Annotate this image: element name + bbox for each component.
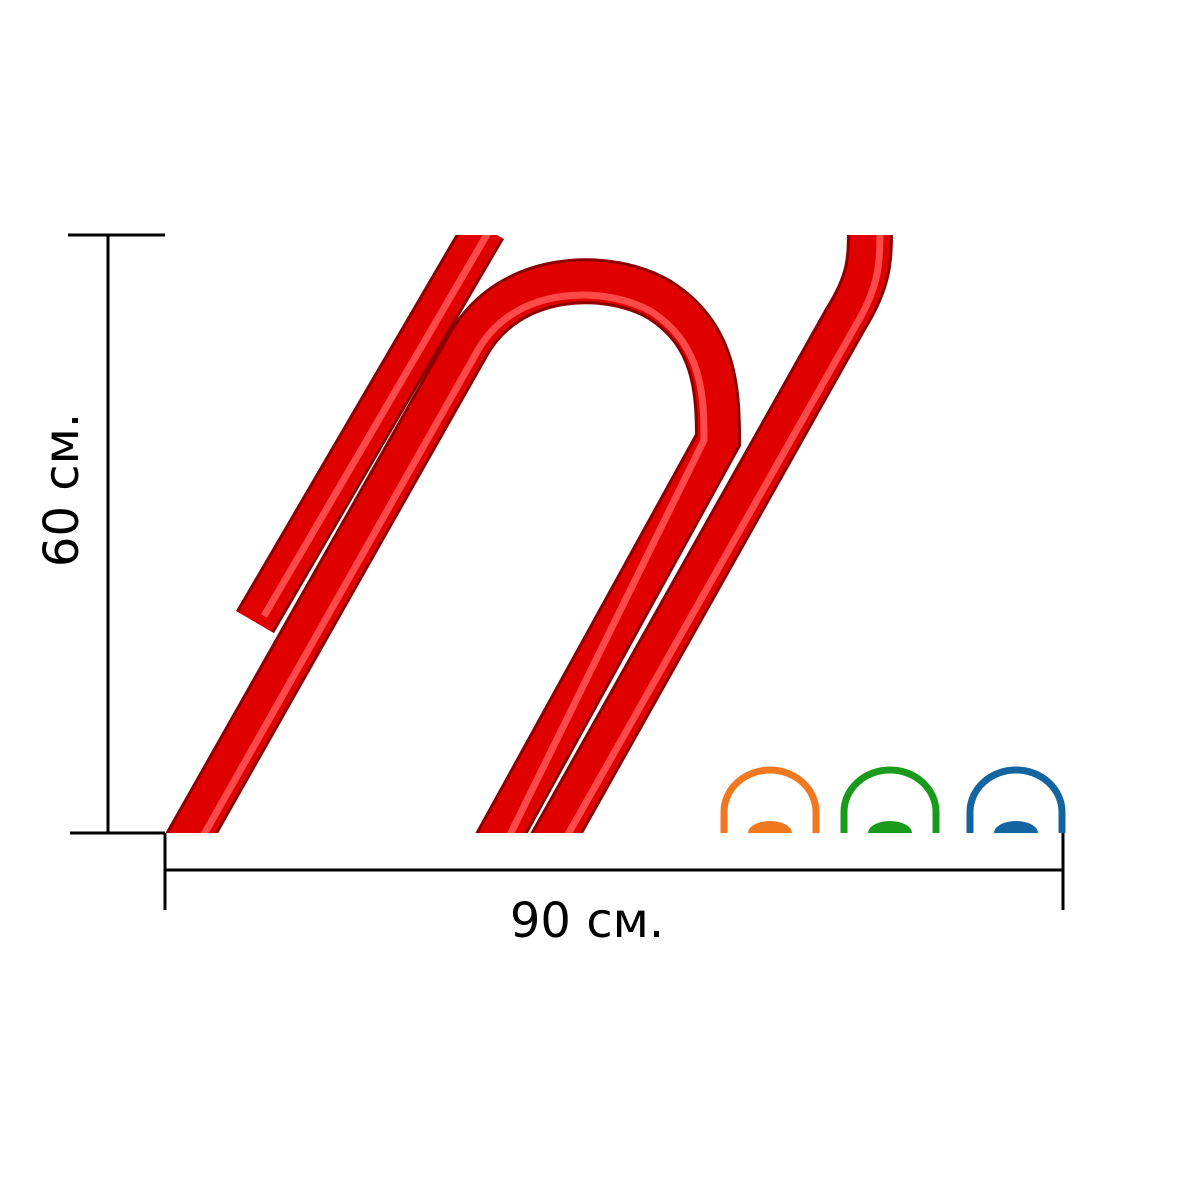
color-swatch-green [840, 766, 940, 833]
width-label: 90 см. [510, 893, 664, 949]
height-dimension: 60 см. [34, 233, 165, 835]
height-label: 60 см. [34, 413, 90, 567]
strand-short [236, 235, 504, 634]
paperclip [165, 235, 893, 833]
strand-loop [165, 258, 742, 833]
color-swatch-blue [966, 766, 1066, 833]
width-dimension: 90 см. [163, 833, 1065, 949]
color-swatch-green-inner [868, 821, 912, 833]
color-swatch-orange-inner [748, 821, 792, 833]
color-options [720, 766, 1066, 833]
color-swatch-orange [720, 766, 820, 833]
strand-outer [530, 235, 893, 833]
color-swatch-blue-inner [994, 821, 1038, 833]
